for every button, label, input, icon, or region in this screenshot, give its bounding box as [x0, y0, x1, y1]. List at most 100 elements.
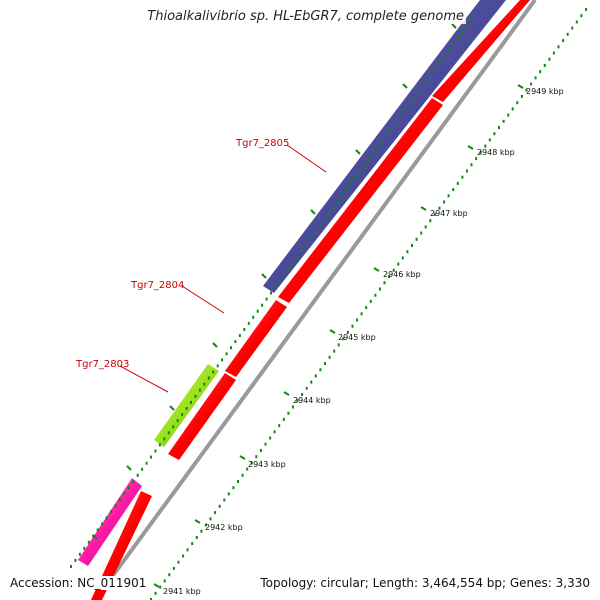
scale-label: 2943 kbp [248, 460, 286, 469]
outer-major-tick [92, 534, 98, 540]
scale-tick [96, 528, 99, 532]
gene-label: Tgr7_2804 [130, 280, 184, 291]
scale-tick [305, 386, 308, 390]
scale-tick [390, 127, 392, 131]
gene-labels: Tgr7_2803 Tgr7_2804 Tgr7_2805 [75, 138, 327, 393]
scale-tick [194, 394, 197, 398]
scale-tick [186, 548, 189, 552]
outer-major-tick [310, 209, 316, 215]
scale-ticks [70, 8, 587, 600]
gene-label: Tgr7_2805 [235, 138, 289, 149]
scale-tick [200, 529, 203, 533]
scale-tick [203, 382, 206, 386]
scale-tick [145, 461, 148, 465]
scale-tick [407, 103, 410, 107]
scale-label: 2945 kbp [338, 333, 376, 342]
scale-tick [356, 318, 359, 322]
scale-tick [209, 517, 212, 521]
scale-tick [557, 45, 560, 49]
outer-major-tick [212, 342, 218, 348]
scale-tick [136, 473, 139, 477]
scale-tick [319, 368, 322, 372]
scale-tick [332, 206, 335, 210]
scale-tick [511, 107, 514, 111]
scale-tick [456, 181, 459, 185]
scale-tick [479, 150, 482, 154]
scale-tick [585, 8, 587, 11]
scale-tick [484, 144, 487, 148]
scale-tick [214, 511, 217, 515]
scale-tick [562, 39, 565, 43]
scale-tick [520, 94, 523, 98]
scale-label: 2944 kbp [293, 396, 331, 405]
genome-title: Thioalkalivibrio sp. HL-EbGR7, complete … [145, 9, 466, 24]
scale-tick [346, 330, 349, 334]
scale-tick [360, 312, 363, 316]
scale-tick [287, 411, 290, 415]
scale-tick [190, 400, 192, 404]
gene-red-2 [168, 373, 236, 460]
outer-major-tick [261, 273, 267, 279]
scale-tick [246, 467, 249, 471]
genome-backbone [93, 0, 537, 600]
scale-tick [363, 163, 366, 167]
scale-tick [154, 449, 157, 453]
scale-tick [163, 437, 166, 441]
scale-tick [310, 380, 313, 384]
scale-tick [425, 78, 428, 82]
scale-tick [415, 237, 418, 241]
scale-tick [250, 461, 253, 465]
scale-tick [127, 486, 130, 489]
scale-tick [376, 145, 379, 149]
scale-tick [552, 51, 555, 55]
scale-major-tick [194, 519, 201, 524]
scale-tick [443, 200, 446, 204]
scale-tick [374, 293, 377, 297]
scale-label: 2941 kbp [163, 587, 201, 596]
scale-tick [283, 273, 286, 277]
scale-tick [232, 486, 235, 490]
scale-tick [167, 431, 170, 435]
scale-tick [243, 328, 246, 331]
scale-tick [398, 115, 401, 119]
scale-tick [70, 565, 72, 568]
scale-tick [172, 425, 175, 429]
scale-tick [358, 169, 361, 173]
scale-tick [207, 376, 210, 380]
scale-tick [291, 405, 294, 409]
scale-tick [447, 194, 450, 198]
scale-tick [237, 480, 239, 483]
scale-tick [265, 297, 268, 301]
scale-tick [154, 591, 157, 595]
scale-tick [385, 133, 388, 137]
scale-tick [475, 157, 478, 161]
scale-tick [456, 36, 459, 40]
scale-tick [225, 352, 228, 356]
scale-tick [230, 346, 232, 350]
scale-tick [403, 109, 406, 113]
scale-tick [443, 54, 446, 58]
scale-tick [534, 76, 537, 80]
scale-tick [185, 407, 188, 410]
scale-tick [406, 250, 409, 254]
scale-tick [287, 267, 290, 271]
gene-red-1 [91, 491, 152, 600]
scale-major-tick [467, 145, 474, 150]
scale-tick [465, 24, 468, 28]
scale-tick [114, 504, 117, 508]
scale-tick [159, 585, 162, 589]
scale-label: 2949 kbp [526, 87, 564, 96]
scale-tick [433, 212, 436, 216]
scale-tick [310, 236, 312, 240]
scale-tick [191, 542, 194, 546]
outer-major-tick [402, 83, 408, 89]
scale-tick [223, 498, 226, 502]
scale-tick [318, 224, 321, 228]
scale-tick [204, 523, 207, 527]
scale-major-tick [517, 84, 524, 89]
scale-tick [383, 281, 386, 285]
scale-tick [493, 132, 496, 136]
scale-tick [507, 113, 510, 117]
